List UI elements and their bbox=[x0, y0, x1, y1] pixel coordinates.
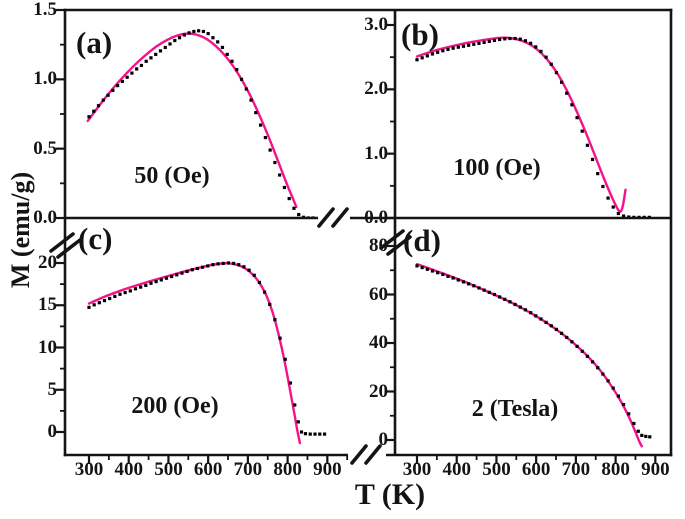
y-tick-label-a: 1.0 bbox=[33, 68, 57, 90]
x-axis-title: T (K) bbox=[354, 478, 426, 511]
y-tick-label-b: 2.0 bbox=[364, 78, 388, 100]
data-points-b bbox=[415, 36, 651, 217]
x-tick-label-c: 500 bbox=[154, 459, 183, 480]
y-tick-label-a: 0.5 bbox=[33, 137, 57, 159]
x-tick-label-d: 600 bbox=[521, 459, 551, 480]
x-tick-label-d: 700 bbox=[561, 459, 591, 480]
y-axis-title: M (emu/g) bbox=[6, 171, 35, 289]
y-tick-label-a: 0.0 bbox=[33, 207, 57, 228]
panel-b-field-label: 100 (Oe) bbox=[453, 155, 541, 181]
data-points-d bbox=[415, 264, 652, 439]
x-tick-label-c: 900 bbox=[313, 459, 342, 480]
y-tick-label-d: 0 bbox=[378, 429, 389, 450]
y-tick-label-b: 3.0 bbox=[364, 14, 388, 35]
x-tick-label-c: 300 bbox=[74, 459, 104, 480]
fit-line-c bbox=[87, 262, 302, 445]
x-tick-label-d: 400 bbox=[442, 459, 471, 480]
y-tick-label-a: 1.5 bbox=[33, 0, 57, 20]
x-tick-label-d: 800 bbox=[601, 459, 630, 480]
fit-line-b bbox=[415, 36, 627, 213]
x-tick-label-c: 400 bbox=[114, 459, 143, 480]
x-tick-label-c: 700 bbox=[233, 459, 263, 480]
y-tick-label-c: 5 bbox=[47, 378, 58, 400]
x-tick-label-c: 800 bbox=[273, 459, 302, 480]
x-tick-label-c: 600 bbox=[193, 459, 223, 480]
x-tick-label-d: 300 bbox=[402, 459, 432, 480]
x-tick-label-d: 900 bbox=[641, 459, 670, 480]
y-tick-label-c: 20 bbox=[38, 252, 57, 273]
panel-a-letter: (a) bbox=[76, 25, 113, 60]
y-tick-label-d: 60 bbox=[369, 283, 388, 305]
y-tick-label-c: 15 bbox=[38, 294, 57, 316]
y-tick-label-b: 1.0 bbox=[364, 142, 388, 164]
panel-d-field-label: 2 (Tesla) bbox=[471, 396, 559, 422]
x-tick-label-d: 500 bbox=[482, 459, 511, 480]
data-points-c bbox=[87, 261, 327, 436]
panel-b-letter: (b) bbox=[401, 17, 439, 52]
y-tick-label-d: 40 bbox=[369, 332, 388, 353]
y-tick-label-d: 20 bbox=[369, 380, 388, 402]
y-tick-label-c: 10 bbox=[38, 336, 57, 358]
panel-d-letter: (d) bbox=[403, 223, 441, 258]
panel-c-field-label: 200 (Oe) bbox=[131, 393, 219, 419]
data-points-a bbox=[87, 29, 315, 217]
y-tick-label-c: 0 bbox=[47, 421, 58, 442]
panel-c-letter: (c) bbox=[78, 221, 113, 256]
y-tick-label-d: 80 bbox=[369, 235, 388, 256]
fit-line-a bbox=[86, 32, 298, 209]
panel-a-field-label: 50 (Oe) bbox=[134, 163, 210, 189]
